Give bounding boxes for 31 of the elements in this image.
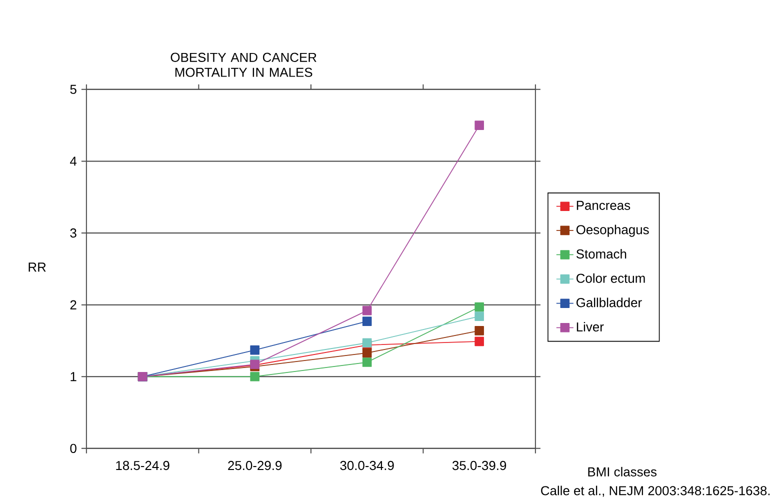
point bbox=[474, 336, 484, 346]
y-tick-label: 1 bbox=[70, 372, 76, 382]
legend-label: Gallbladder bbox=[576, 298, 642, 308]
y-tick-label: 3 bbox=[70, 228, 76, 238]
point bbox=[474, 302, 484, 312]
point bbox=[250, 345, 260, 355]
point bbox=[362, 316, 372, 326]
legend-label: Pancreas bbox=[576, 200, 630, 210]
x-tick-label: 35.0-39.9 bbox=[452, 460, 506, 470]
x-tick-label: 18.5-24.9 bbox=[116, 460, 170, 470]
y-tick-label: 4 bbox=[70, 156, 77, 166]
y-axis-title: RR bbox=[28, 262, 46, 272]
point bbox=[250, 372, 260, 382]
y-tick-label: 0 bbox=[70, 444, 76, 453]
point bbox=[362, 358, 372, 367]
y-tick-label: 2 bbox=[70, 300, 76, 310]
point bbox=[474, 120, 484, 130]
point bbox=[474, 312, 484, 321]
x-tick-label: 30.0-34.9 bbox=[340, 460, 394, 470]
chart-title: OBESITY AND CANCER MORTALITY IN MALES bbox=[170, 52, 316, 77]
legend-label: Color ectum bbox=[576, 273, 645, 283]
point bbox=[362, 306, 372, 316]
point bbox=[474, 326, 484, 336]
x-axis-title: BMI classes bbox=[588, 466, 657, 476]
legend-label: Stomach bbox=[576, 249, 626, 259]
x-tick-label: 25.0-29.9 bbox=[228, 460, 282, 470]
point bbox=[362, 348, 372, 358]
legend-label: Oesophagus bbox=[576, 224, 649, 237]
legend-label: Liver bbox=[576, 322, 604, 332]
text: Calle et al., NEJM 2003:348:1625-1638. bbox=[541, 486, 770, 497]
y-tick-label: 5 bbox=[70, 84, 76, 94]
